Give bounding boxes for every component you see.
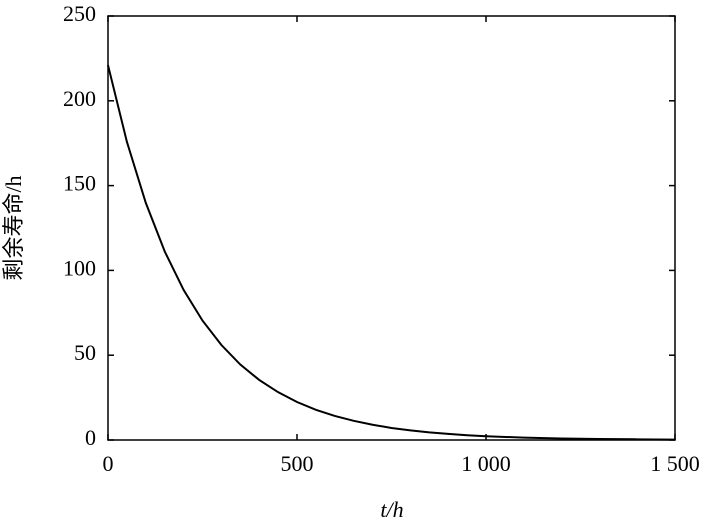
- line: [107, 64, 676, 441]
- y-tick-label: 50: [74, 340, 96, 365]
- x-axis-label: t/h: [380, 497, 403, 522]
- y-tick-label: 100: [63, 255, 96, 280]
- y-tick-label: 0: [85, 425, 96, 450]
- x-tick-label: 1 000: [461, 451, 511, 476]
- y-axis-label: 剩余寿命/h: [1, 175, 26, 280]
- x-tick-label: 500: [281, 451, 314, 476]
- y-tick-label: 250: [63, 1, 96, 26]
- x-tick-label: 0: [103, 451, 114, 476]
- plot-frame: [107, 15, 676, 441]
- x-tick-label: 1 500: [650, 451, 700, 476]
- y-tick-label: 200: [63, 86, 96, 111]
- y-tick-label: 150: [63, 171, 96, 196]
